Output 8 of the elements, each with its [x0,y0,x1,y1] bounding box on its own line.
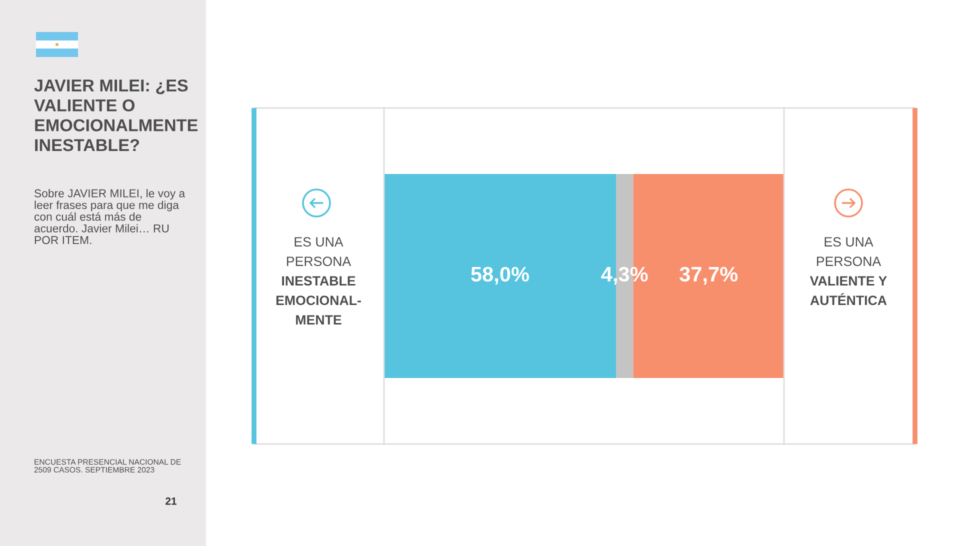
data-label: 58,0% [471,266,529,285]
text: Sobre JAVIER MILEI, le voy a leer frases para que me diga con cuál está más de acuerdo. Javier Milei… RU POR ITEM. [34,189,186,244]
text: 21 [166,497,177,505]
series-label: ES UNA PERSONA INESTABLE EMOCIONAL- MENTE [276,237,361,324]
series-label: ES UNA PERSONA VALIENTE Y AUTÉNTICA [810,237,887,306]
text: JAVIER MILEI: ¿ES VALIENTE O EMOCIONALMENTE INESTABLE? [34,79,198,152]
data-label: 37,7% [680,266,738,285]
data-label: 4,3% [601,266,648,285]
